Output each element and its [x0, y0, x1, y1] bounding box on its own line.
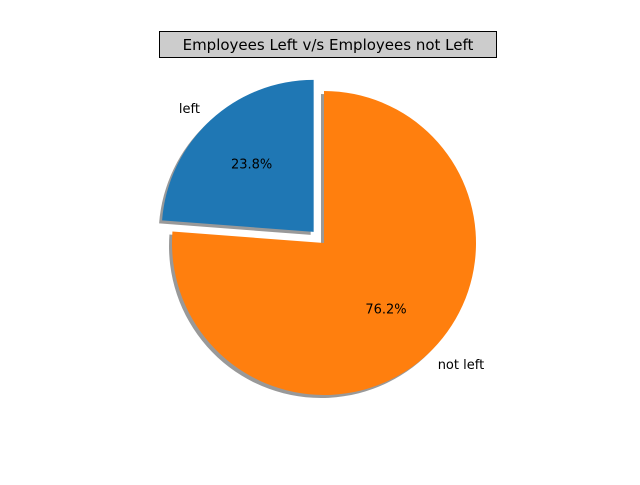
wedge-layer [162, 79, 477, 395]
chart-title: Employees Left v/s Employees not Left [159, 31, 497, 58]
pie-label-left: left [179, 102, 200, 117]
pie-wedge-not-left [172, 91, 477, 395]
label-layer: left 23.8% not left 76.2% [179, 102, 484, 373]
pie-label-not-left: not left [438, 358, 484, 373]
pie-wedge-left [162, 79, 314, 232]
pie-percent-left: 23.8% [231, 157, 272, 172]
pie-percent-not-left: 76.2% [365, 302, 406, 317]
